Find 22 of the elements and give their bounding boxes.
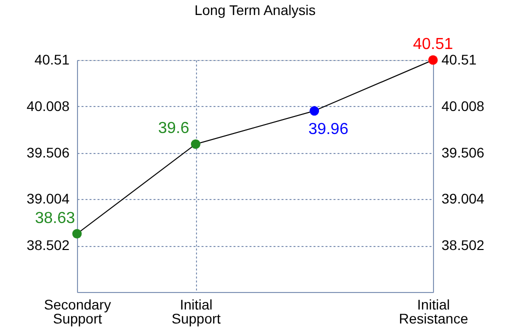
point: [428, 55, 438, 65]
data-label: 38.63: [34, 210, 76, 227]
y2-tick-label: 39.004: [442, 190, 485, 207]
x-tick-label: Secondary Support: [44, 296, 111, 326]
point: [72, 229, 82, 239]
y-tick-label: 40.008: [26, 98, 70, 114]
y2-tick-label: 38.502: [442, 237, 485, 254]
y-tick-label: 38.502: [26, 237, 70, 254]
point: [310, 106, 320, 116]
chart-title: Long Term Analysis: [194, 2, 316, 18]
x-tick-label: Initial Resistance: [398, 296, 468, 326]
y-tick-label: 39.506: [26, 144, 70, 160]
y-tick-label: 39.004: [26, 190, 70, 207]
data-label: 39.96: [308, 120, 348, 138]
point: [190, 139, 200, 149]
y2-tick-label: 40.008: [442, 98, 485, 114]
y2-tick-label: 40.51: [442, 52, 477, 68]
y-tick-label: 40.51: [34, 52, 70, 68]
data-label: 39.6: [158, 120, 190, 138]
y2-tick-label: 39.506: [442, 144, 485, 160]
x-tick-label: Initial Support: [172, 296, 221, 326]
data-label: 40.51: [412, 36, 454, 53]
